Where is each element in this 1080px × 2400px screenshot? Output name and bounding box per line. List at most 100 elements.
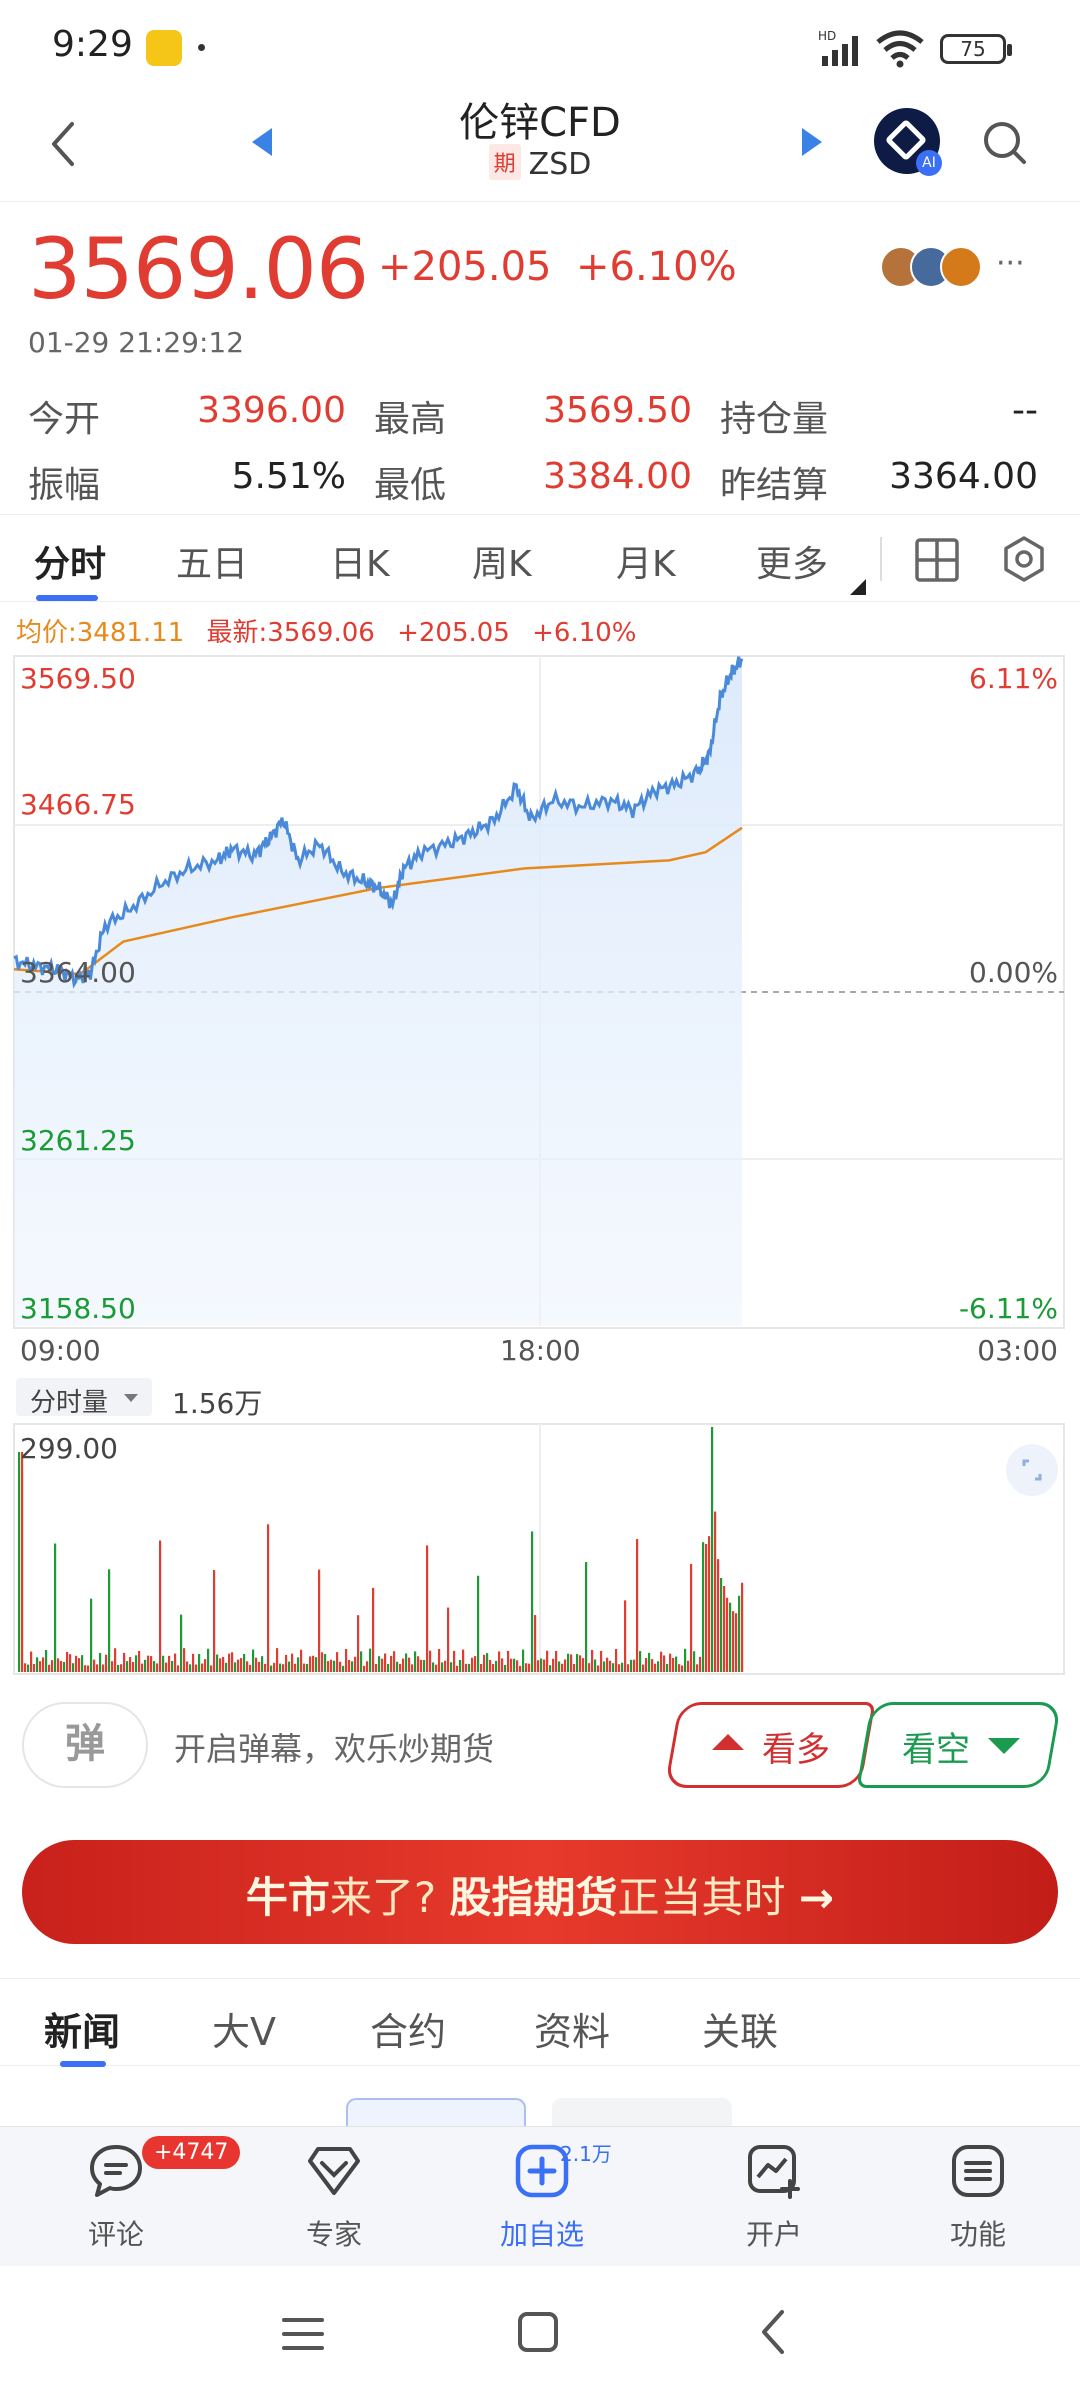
contract-code: 期 ZSD bbox=[340, 144, 740, 182]
volume-bar bbox=[69, 1654, 72, 1672]
settings-icon[interactable] bbox=[1000, 535, 1048, 583]
volume-bar bbox=[315, 1657, 318, 1672]
volume-bar bbox=[261, 1656, 264, 1672]
volume-bar bbox=[144, 1659, 147, 1672]
volume-bar bbox=[324, 1654, 327, 1672]
tab-info[interactable]: 资料 bbox=[534, 2010, 611, 2054]
volume-bar bbox=[201, 1663, 204, 1672]
volume-bar bbox=[741, 1582, 744, 1672]
volume-bar bbox=[21, 1452, 24, 1672]
volume-bar bbox=[330, 1659, 333, 1672]
volume-bar bbox=[531, 1531, 534, 1672]
tab-intraday[interactable]: 分时 bbox=[34, 544, 107, 585]
volume-bar bbox=[588, 1663, 591, 1672]
volume-bar bbox=[414, 1651, 417, 1672]
tab-related[interactable]: 关联 bbox=[702, 2010, 779, 2054]
danmaku-hint[interactable]: 开启弹幕，欢乐炒期货 bbox=[174, 1730, 495, 1768]
volume-bar bbox=[552, 1658, 555, 1672]
expand-icon[interactable] bbox=[1006, 1444, 1058, 1496]
promo-banner[interactable]: 牛市来了? 股指期货正当其时 → bbox=[22, 1840, 1058, 1944]
volume-bar bbox=[354, 1656, 357, 1672]
y-label-upper: 3466.75 bbox=[20, 788, 136, 821]
volume-bar bbox=[375, 1664, 378, 1672]
more-dropdown-icon bbox=[850, 579, 866, 595]
user-avatars[interactable] bbox=[880, 246, 990, 290]
volume-bar bbox=[486, 1653, 489, 1672]
news-tabs: 新闻 大V 合约 资料 关联 bbox=[0, 1978, 1080, 2067]
volume-bar bbox=[390, 1655, 393, 1672]
chart-legend: 均价:3481.11 最新:3569.06 +205.05 +6.10% bbox=[16, 612, 651, 649]
danmaku-button[interactable]: 弹 bbox=[22, 1702, 148, 1788]
back-icon[interactable] bbox=[44, 116, 84, 172]
arrow-right-icon: → bbox=[798, 1873, 835, 1922]
tab-contract[interactable]: 合约 bbox=[370, 2010, 447, 2054]
volume-bar bbox=[129, 1657, 132, 1672]
comment-button[interactable]: 评论 bbox=[36, 2141, 196, 2253]
volume-bar bbox=[258, 1661, 261, 1672]
signal-icon: HD bbox=[818, 29, 858, 66]
volume-bar bbox=[516, 1660, 519, 1672]
x-label-mid: 18:00 bbox=[500, 1334, 581, 1367]
intraday-chart[interactable]: 3569.50 3466.75 3364.00 3261.25 3158.50 … bbox=[0, 648, 1080, 1367]
volume-bar bbox=[618, 1664, 621, 1672]
volume-selector[interactable]: 分时量 bbox=[16, 1378, 152, 1418]
volume-bar bbox=[66, 1652, 69, 1672]
add-favorite-label: 加自选 bbox=[499, 2218, 584, 2251]
search-icon[interactable] bbox=[980, 118, 1030, 168]
add-favorite-button[interactable]: 加自选 bbox=[462, 2141, 622, 2253]
expert-button[interactable]: 专家 bbox=[254, 2141, 414, 2253]
banner-part2: 来了? bbox=[329, 1873, 437, 1922]
volume-bar bbox=[312, 1655, 315, 1672]
banner-text: 牛市来了? 股指期货正当其时 → bbox=[22, 1864, 1058, 1925]
volume-bar bbox=[657, 1661, 660, 1672]
tab-five-day[interactable]: 五日 bbox=[176, 544, 249, 585]
volume-bar bbox=[384, 1653, 387, 1672]
volume-max: 299.00 bbox=[20, 1432, 118, 1465]
volume-bar bbox=[333, 1660, 336, 1672]
tab-weekly-k[interactable]: 周K bbox=[472, 544, 532, 585]
tab-monthly-k[interactable]: 月K bbox=[616, 544, 676, 585]
open-account-button[interactable]: 开户 bbox=[694, 2141, 854, 2253]
ai-assistant-icon[interactable]: AI bbox=[874, 108, 942, 176]
menu-button[interactable]: 功能 bbox=[898, 2141, 1058, 2253]
volume-bar bbox=[60, 1660, 63, 1672]
volume-bar bbox=[27, 1664, 30, 1672]
volume-bar bbox=[681, 1665, 684, 1672]
y-pct-top: 6.11% bbox=[969, 662, 1058, 695]
next-contract-icon[interactable] bbox=[800, 126, 824, 158]
banner-part4: 正当其时 bbox=[617, 1873, 786, 1922]
volume-bar bbox=[336, 1652, 339, 1672]
recent-apps-icon[interactable] bbox=[282, 2314, 324, 2354]
tab-daily-k[interactable]: 日K bbox=[330, 544, 390, 585]
volume-bar bbox=[306, 1663, 309, 1672]
back-nav-icon[interactable] bbox=[758, 2308, 788, 2356]
volume-bar bbox=[546, 1650, 549, 1672]
volume-bar bbox=[543, 1659, 546, 1672]
volume-bar bbox=[606, 1657, 609, 1672]
volume-bar bbox=[90, 1598, 93, 1672]
tab-news[interactable]: 新闻 bbox=[44, 2010, 121, 2054]
volume-bar bbox=[105, 1654, 108, 1672]
volume-bar bbox=[288, 1661, 291, 1672]
volume-bar bbox=[309, 1656, 312, 1672]
price-change-percent: +6.10% bbox=[576, 244, 737, 290]
more-icon[interactable]: ··· bbox=[996, 246, 1025, 281]
volume-bar bbox=[321, 1652, 324, 1672]
home-icon[interactable] bbox=[516, 2310, 560, 2354]
tab-big-v[interactable]: 大V bbox=[212, 2010, 276, 2054]
layout-grid-icon[interactable] bbox=[914, 537, 960, 583]
volume-bar bbox=[174, 1653, 177, 1672]
volume-bar bbox=[180, 1614, 183, 1672]
volume-bar bbox=[294, 1663, 297, 1672]
volume-bar bbox=[717, 1559, 720, 1672]
volume-bar bbox=[645, 1657, 648, 1672]
volume-bar bbox=[276, 1648, 279, 1672]
volume-bar bbox=[519, 1665, 522, 1672]
system-nav-bar bbox=[0, 2266, 1080, 2400]
tab-more[interactable]: 更多 bbox=[756, 544, 829, 585]
volume-bar bbox=[378, 1656, 381, 1672]
volume-bar bbox=[396, 1661, 399, 1672]
volume-bar bbox=[186, 1661, 189, 1672]
volume-bar bbox=[195, 1664, 198, 1672]
previous-contract-icon[interactable] bbox=[250, 126, 274, 158]
